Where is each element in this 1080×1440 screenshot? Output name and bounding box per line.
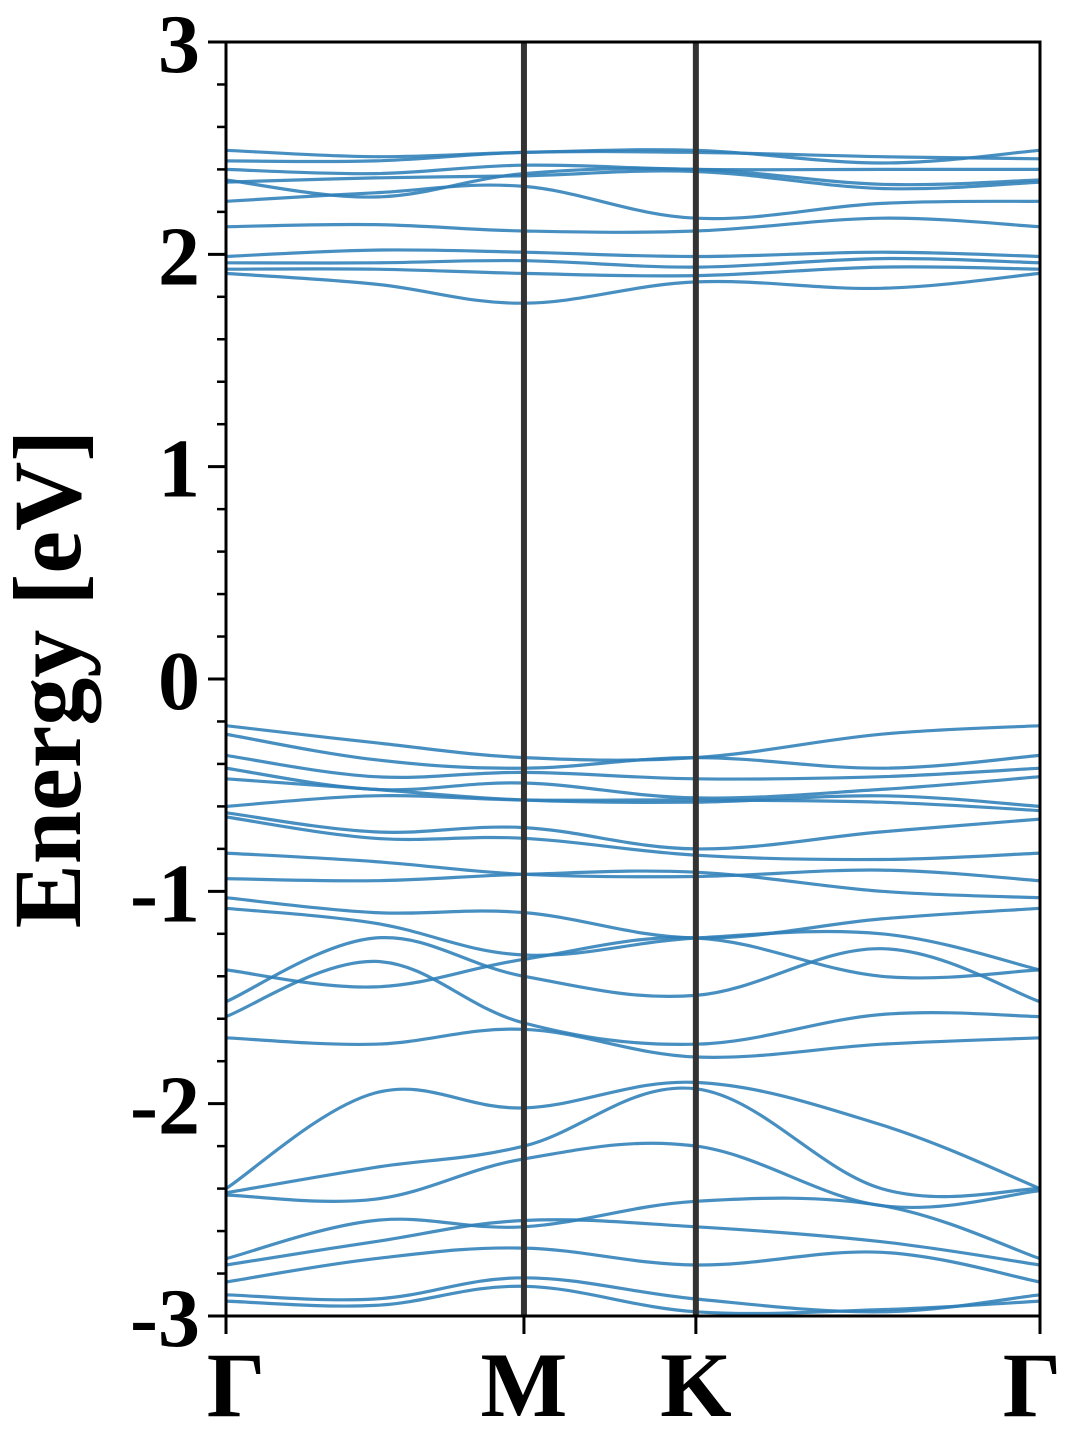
band-line-30 [226, 1141, 1040, 1210]
band-line-32 [226, 1218, 1040, 1267]
band-line-33 [226, 1246, 1040, 1284]
x-tick-label-Γ: Γ [1003, 1334, 1062, 1436]
band-line-24 [226, 936, 1040, 989]
x-tick-label-K: K [660, 1334, 732, 1436]
band-line-17 [226, 794, 1040, 813]
band-line-28 [226, 1080, 1040, 1191]
y-tick-label: -2 [130, 1060, 200, 1153]
band-line-31 [226, 1196, 1040, 1261]
y-axis: -3 -2 -1 0 1 2 3 [130, 0, 226, 1365]
band-line-4 [226, 166, 1040, 199]
symmetry-lines-layer [520, 42, 699, 1316]
band-line-7 [226, 216, 1040, 234]
band-line-23 [226, 906, 1040, 972]
band-line-14 [226, 753, 1040, 781]
y-tick-label: -3 [130, 1272, 200, 1365]
y-tick-label: 0 [158, 635, 200, 728]
band-line-6 [226, 183, 1040, 221]
band-line-3 [226, 163, 1040, 176]
band-line-5 [226, 169, 1040, 191]
band-line-35 [226, 1284, 1040, 1316]
band-line-26 [226, 959, 1040, 1046]
y-tick-label: 1 [158, 423, 200, 516]
band-line-18 [226, 811, 1040, 851]
band-line-9 [226, 256, 1040, 269]
band-line-25 [226, 935, 1040, 1004]
band-line-16 [226, 777, 1040, 808]
y-tick-label: 3 [158, 0, 200, 91]
band-line-8 [226, 248, 1040, 259]
x-tick-label-M: M [481, 1334, 568, 1436]
x-tick-label-Γ: Γ [207, 1334, 266, 1436]
y-axis-label: Energy [eV] [0, 430, 101, 929]
band-line-13 [226, 732, 1040, 770]
band-line-19 [226, 815, 1040, 862]
band-line-20 [226, 851, 1040, 883]
band-line-10 [226, 265, 1040, 278]
band-line-34 [226, 1276, 1040, 1314]
band-line-11 [226, 271, 1040, 305]
band-line-21 [226, 869, 1040, 900]
y-tick-label: -1 [130, 847, 200, 940]
y-tick-label: 2 [158, 210, 200, 303]
band-line-12 [226, 724, 1040, 762]
band-line-2 [226, 149, 1040, 164]
band-line-27 [226, 1027, 1040, 1059]
bands-layer [226, 148, 1040, 1316]
band-line-29 [226, 1086, 1040, 1199]
band-line-15 [226, 766, 1040, 800]
band-line-22 [226, 896, 1040, 940]
